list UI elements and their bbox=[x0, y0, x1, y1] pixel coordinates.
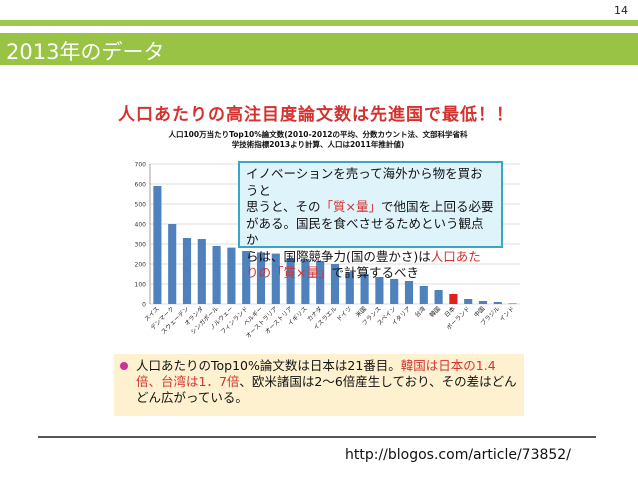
bar bbox=[242, 251, 251, 304]
figure-headline: 人口あたりの高注目度論文数は先進国で最低！！ bbox=[118, 105, 514, 125]
bar bbox=[404, 281, 414, 304]
page-number: 14 bbox=[614, 4, 628, 17]
callout-line: がある。国民を食べさせるためという観点か bbox=[246, 216, 495, 249]
bar bbox=[508, 303, 517, 304]
callout-highlight: 人口あた bbox=[430, 248, 481, 264]
summary-note-text: 人口あたりのTop10%論文数は日本は21番目。韓国は日本の1.4倍、台湾は1．… bbox=[136, 358, 517, 405]
bar bbox=[256, 252, 266, 304]
bar bbox=[286, 258, 295, 304]
bar bbox=[197, 239, 206, 304]
y-tick-label: 300 bbox=[135, 242, 147, 249]
bar bbox=[153, 186, 162, 304]
y-tick-label: 400 bbox=[135, 222, 147, 229]
bar bbox=[390, 279, 399, 304]
bar bbox=[449, 294, 458, 304]
callout-line: 思うと、その「質×量」で他国を上回る必要 bbox=[246, 199, 495, 216]
callout-highlight: りの「質×量」 bbox=[246, 265, 332, 280]
figure-subtitle-line2: 学技術指標2013より計算、人口は2011年推計値) bbox=[231, 140, 405, 149]
bar bbox=[301, 259, 310, 304]
bar bbox=[212, 246, 221, 304]
callout-line: イノベーションを売って海外から物を買おうと bbox=[246, 166, 495, 199]
footer-rule bbox=[38, 436, 596, 438]
header-rule bbox=[0, 20, 638, 26]
x-tick-label: 台湾 bbox=[413, 305, 427, 319]
callout-text: で他国を上回る必要 bbox=[381, 199, 494, 214]
y-tick-label: 0 bbox=[142, 302, 146, 309]
title-bar: 2013年のデータ bbox=[0, 33, 638, 65]
note-highlight: 韓国は日本の1.4倍、台湾は1．7倍 bbox=[136, 358, 496, 389]
bar-chart: 0100200300400500600700スイスデンマークスウェーデンオランダ… bbox=[135, 162, 520, 340]
bar bbox=[419, 286, 428, 304]
y-tick-label: 100 bbox=[135, 282, 147, 289]
callout-text: イノベーションを売って海外から物を買おうと bbox=[246, 166, 483, 198]
callout-box: イノベーションを売って海外から物を買おうと 思うと、その「質×量」で他国を上回る必… bbox=[238, 161, 503, 280]
bar bbox=[375, 277, 384, 304]
callout-line: りの「質×量」で計算するべき bbox=[246, 265, 495, 282]
bar bbox=[493, 302, 502, 304]
x-tick-label: 韓国 bbox=[428, 305, 442, 319]
bar bbox=[434, 290, 443, 304]
note-text: 、欧米諸国は2〜6倍産生しており、その差はどんどん広がっている。 bbox=[136, 374, 517, 405]
bar bbox=[227, 247, 236, 304]
bar bbox=[330, 264, 340, 304]
callout-line: らは、国際競争力(国の豊かさ)は人口あた bbox=[246, 249, 495, 266]
x-tick-label: ドイツ bbox=[336, 305, 354, 323]
source-link[interactable]: http://blogos.com/article/73852/ bbox=[345, 447, 571, 463]
callout-highlight: 「質×量」 bbox=[320, 199, 381, 214]
bullet-icon bbox=[120, 362, 128, 370]
bar bbox=[360, 274, 369, 304]
callout-text: で計算するべき bbox=[331, 265, 419, 280]
embedded-figure: 人口あたりの高注目度論文数は先進国で最低！！ 人口100万当たりTop10%論文… bbox=[108, 96, 530, 418]
callout-text: 思うと、その bbox=[246, 199, 321, 214]
figure-subtitle: 人口100万当たりTop10%論文数(2010-2012の平均、分数カウント法、… bbox=[168, 130, 468, 150]
y-tick-label: 700 bbox=[135, 162, 147, 169]
bar bbox=[271, 253, 280, 304]
summary-note: 人口あたりのTop10%論文数は日本は21番目。韓国は日本の1.4倍、台湾は1．… bbox=[114, 354, 524, 416]
bar bbox=[464, 299, 473, 304]
bar bbox=[168, 224, 177, 304]
bar bbox=[345, 272, 354, 304]
bar bbox=[316, 261, 325, 304]
bar bbox=[478, 301, 488, 304]
note-text: 人口あたりのTop10%論文数は日本は21番目。 bbox=[136, 358, 401, 373]
callout-text: がある。国民を食べさせるためという観点か bbox=[246, 215, 484, 248]
y-tick-label: 500 bbox=[135, 202, 147, 209]
y-tick-label: 600 bbox=[135, 182, 147, 189]
bar bbox=[182, 238, 192, 304]
y-tick-label: 200 bbox=[135, 262, 147, 269]
slide-title: 2013年のデータ bbox=[6, 40, 165, 64]
callout-text: らは、国際競争力(国の豊かさ)は bbox=[246, 248, 431, 264]
figure-subtitle-line1: 人口100万当たりTop10%論文数(2010-2012の平均、分数カウント法、… bbox=[168, 130, 468, 139]
x-tick-label: インド bbox=[498, 305, 516, 323]
